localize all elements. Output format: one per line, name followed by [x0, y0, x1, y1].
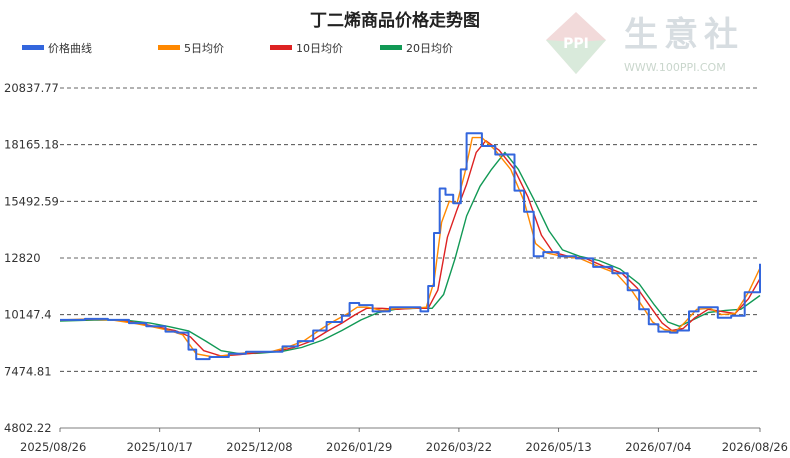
watermark: PPI 生意社 WWW.100PPI.COM: [546, 12, 744, 74]
legend-swatch-ma5: [158, 45, 180, 50]
series-group: [59, 132, 761, 361]
y-tick-label: 20837.77: [4, 81, 59, 95]
x-tick-label: 2026/01/29: [326, 440, 392, 454]
y-tick-label: 4802.22: [4, 421, 52, 435]
watermark-brand: 生意社: [624, 15, 744, 55]
x-axis-ticks: 2025/08/26 2025/10/17 2025/12/08 2026/01/29…: [20, 428, 788, 454]
legend-swatch-price: [22, 45, 44, 50]
y-tick-label: 7474.81: [4, 364, 52, 378]
chart-title: 丁二烯商品价格走势图: [310, 10, 480, 31]
x-tick-label: 2025/08/26: [20, 440, 86, 454]
legend-label-ma10: 10日均价: [296, 42, 343, 55]
watermark-url: WWW.100PPI.COM: [624, 61, 726, 74]
legend-label-ma5: 5日均价: [184, 42, 224, 55]
y-tick-label: 10147.4: [4, 308, 52, 322]
legend: 价格曲线 5日均价 10日均价 20日均价: [22, 41, 453, 55]
legend-label-price: 价格曲线: [48, 41, 92, 55]
x-tick-label: 2026/03/22: [426, 440, 492, 454]
ppi-logo: PPI: [546, 12, 606, 74]
series-line-ma10: [59, 140, 761, 357]
legend-label-ma20: 20日均价: [406, 42, 453, 55]
x-tick-label: 2026/05/13: [525, 440, 591, 454]
x-tick-label: 2026/07/04: [625, 440, 691, 454]
logo-text: PPI: [563, 36, 589, 52]
y-axis-ticks: 20837.77 18165.18 15492.59 12820 10147.4 7474…: [4, 81, 59, 435]
grid-lines: [60, 87, 760, 429]
x-tick-label: 2025/10/17: [127, 440, 193, 454]
y-tick-label: 12820: [4, 251, 41, 265]
x-tick-label: 2026/08/26: [722, 440, 788, 454]
legend-swatch-ma20: [380, 45, 402, 50]
x-tick-label: 2025/12/08: [226, 440, 292, 454]
series-line-ma20: [59, 151, 761, 355]
legend-swatch-ma10: [270, 45, 292, 50]
y-tick-label: 18165.18: [4, 138, 59, 152]
y-tick-label: 15492.59: [4, 194, 59, 208]
series-line-price: [60, 132, 761, 361]
